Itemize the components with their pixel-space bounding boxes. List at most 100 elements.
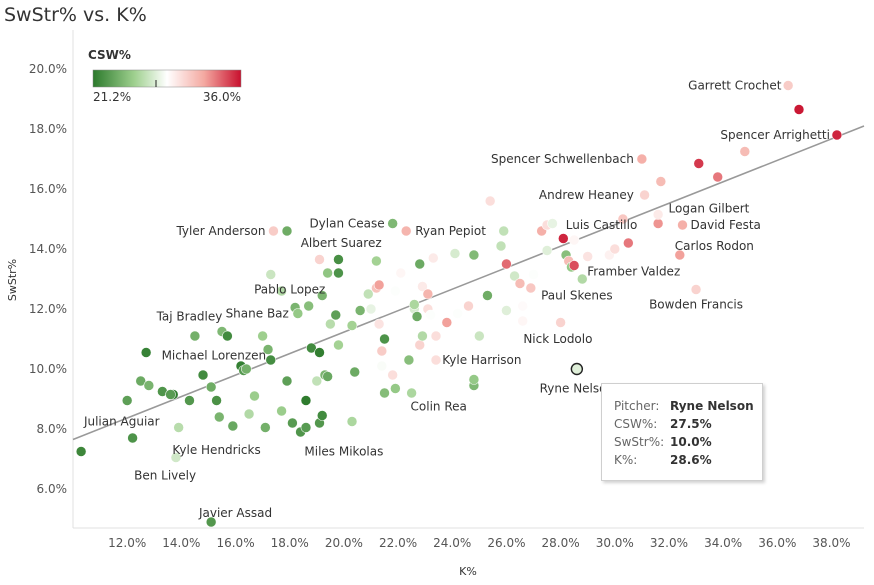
data-point[interactable] bbox=[300, 395, 312, 406]
data-point[interactable] bbox=[333, 267, 344, 279]
data-point[interactable] bbox=[400, 225, 412, 237]
data-point[interactable] bbox=[213, 411, 225, 423]
data-point[interactable] bbox=[135, 375, 147, 387]
data-point[interactable] bbox=[376, 345, 388, 357]
data-point[interactable] bbox=[639, 189, 650, 201]
data-point[interactable] bbox=[287, 417, 298, 429]
data-point[interactable] bbox=[260, 422, 271, 433]
data-point[interactable] bbox=[652, 218, 664, 229]
data-point[interactable] bbox=[314, 347, 325, 358]
data-point[interactable] bbox=[430, 330, 442, 342]
data-point[interactable] bbox=[509, 270, 520, 282]
data-point[interactable] bbox=[568, 260, 580, 271]
data-point[interactable] bbox=[514, 278, 526, 289]
data-point[interactable] bbox=[677, 219, 688, 231]
data-point[interactable] bbox=[387, 369, 398, 381]
data-point[interactable] bbox=[517, 300, 528, 312]
data-point[interactable] bbox=[211, 395, 222, 406]
data-point[interactable] bbox=[265, 354, 277, 366]
data-point[interactable] bbox=[362, 288, 374, 300]
data-point[interactable] bbox=[292, 308, 304, 319]
data-point[interactable] bbox=[782, 80, 794, 91]
data-point[interactable] bbox=[140, 347, 152, 358]
data-point[interactable] bbox=[373, 279, 385, 291]
data-point[interactable] bbox=[121, 395, 133, 406]
data-point[interactable] bbox=[322, 267, 333, 279]
data-point[interactable] bbox=[189, 330, 201, 342]
data-point[interactable] bbox=[547, 218, 558, 229]
data-point[interactable] bbox=[831, 129, 843, 141]
data-point[interactable] bbox=[379, 387, 390, 399]
data-point[interactable] bbox=[376, 360, 388, 372]
data-point[interactable] bbox=[623, 237, 634, 249]
data-point[interactable] bbox=[395, 267, 407, 279]
data-point[interactable] bbox=[330, 309, 342, 321]
data-point[interactable] bbox=[501, 305, 512, 316]
data-point[interactable] bbox=[576, 273, 588, 285]
data-point[interactable] bbox=[205, 381, 217, 393]
data-point[interactable] bbox=[268, 225, 279, 237]
data-point[interactable] bbox=[463, 300, 474, 312]
data-point[interactable] bbox=[316, 410, 328, 421]
data-point[interactable] bbox=[474, 330, 485, 342]
data-point[interactable] bbox=[333, 254, 344, 265]
data-point[interactable] bbox=[276, 405, 287, 417]
data-point[interactable] bbox=[417, 281, 428, 292]
data-point[interactable] bbox=[75, 446, 87, 457]
data-point[interactable] bbox=[262, 344, 274, 355]
data-point[interactable] bbox=[674, 249, 686, 261]
data-point[interactable] bbox=[303, 300, 314, 312]
data-point[interactable] bbox=[482, 290, 493, 301]
data-point[interactable] bbox=[346, 320, 358, 331]
data-point[interactable] bbox=[243, 408, 255, 420]
data-point[interactable] bbox=[712, 171, 724, 183]
data-point[interactable] bbox=[582, 251, 593, 262]
data-point[interactable] bbox=[609, 243, 621, 255]
data-point[interactable] bbox=[379, 333, 390, 345]
data-point[interactable] bbox=[306, 342, 317, 354]
data-point[interactable] bbox=[241, 363, 252, 375]
data-point[interactable] bbox=[425, 309, 436, 321]
data-point[interactable] bbox=[333, 339, 344, 351]
data-point[interactable] bbox=[227, 420, 239, 432]
data-point[interactable] bbox=[354, 305, 366, 316]
data-point[interactable] bbox=[793, 104, 805, 115]
data-point[interactable] bbox=[414, 258, 426, 270]
data-point[interactable] bbox=[652, 209, 664, 220]
data-point[interactable] bbox=[484, 195, 496, 207]
data-point[interactable] bbox=[311, 375, 323, 387]
data-point[interactable] bbox=[281, 225, 293, 237]
data-point[interactable] bbox=[390, 285, 401, 297]
data-point[interactable] bbox=[276, 285, 287, 297]
data-point[interactable] bbox=[265, 269, 277, 280]
data-point[interactable] bbox=[495, 240, 507, 252]
data-point[interactable] bbox=[403, 354, 415, 366]
data-point[interactable] bbox=[417, 330, 428, 342]
data-point[interactable] bbox=[346, 416, 358, 427]
data-point[interactable] bbox=[449, 248, 461, 259]
data-point[interactable] bbox=[468, 374, 480, 385]
data-point[interactable] bbox=[693, 158, 705, 169]
data-point[interactable] bbox=[371, 255, 382, 267]
data-point[interactable] bbox=[373, 318, 385, 330]
data-point[interactable] bbox=[617, 213, 629, 225]
data-point[interactable] bbox=[281, 375, 293, 387]
data-point[interactable] bbox=[197, 369, 209, 381]
data-point[interactable] bbox=[349, 366, 361, 378]
data-point[interactable] bbox=[325, 318, 336, 330]
data-point[interactable] bbox=[414, 339, 426, 351]
data-point[interactable] bbox=[390, 383, 401, 394]
data-point[interactable] bbox=[555, 317, 566, 328]
data-point[interactable] bbox=[173, 422, 184, 433]
data-point[interactable] bbox=[222, 330, 233, 342]
data-point[interactable] bbox=[316, 290, 328, 301]
data-point[interactable] bbox=[690, 284, 702, 295]
data-point[interactable] bbox=[127, 432, 138, 444]
data-point[interactable] bbox=[739, 146, 751, 157]
data-point[interactable] bbox=[452, 308, 463, 319]
highlighted-point[interactable] bbox=[570, 362, 584, 376]
data-point[interactable] bbox=[165, 389, 176, 400]
data-point[interactable] bbox=[525, 282, 537, 294]
data-point[interactable] bbox=[257, 330, 268, 342]
